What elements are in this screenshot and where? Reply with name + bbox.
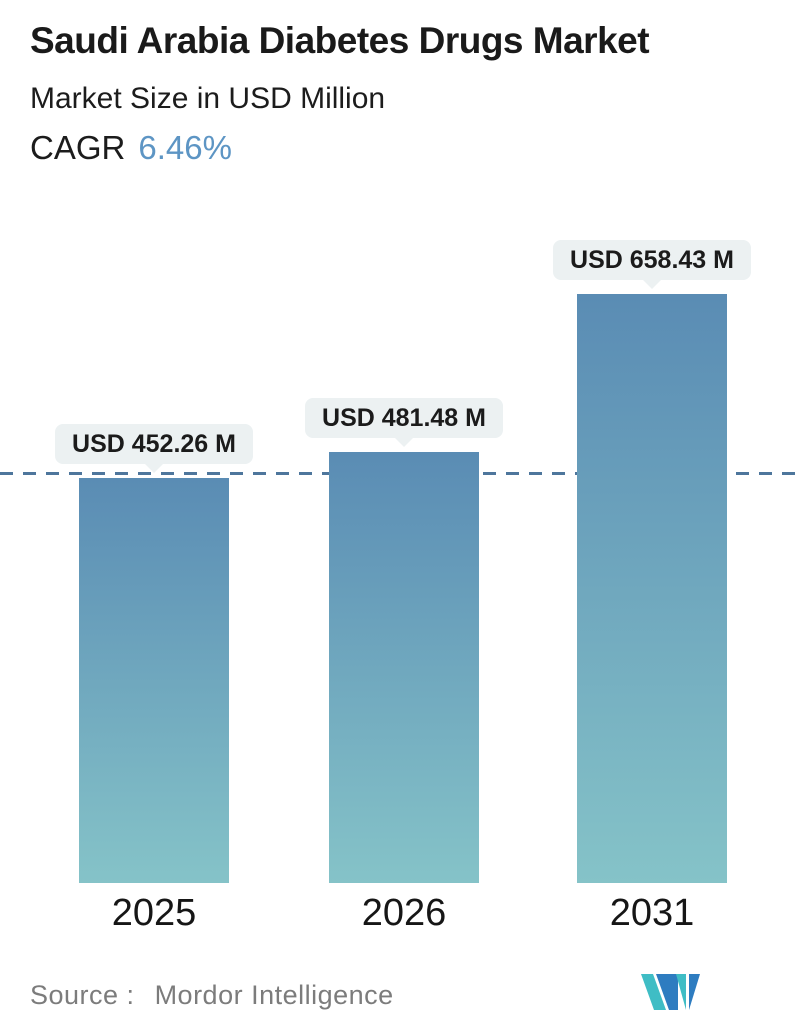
source-label: Source : [30,980,135,1010]
bar [577,294,727,883]
source-attribution: Source : Mordor Intelligence [30,980,394,1011]
logo-main-blue-band [656,974,678,1010]
page-title: Saudi Arabia Diabetes Drugs Market [30,20,650,61]
bar [79,478,229,883]
x-axis-label: 2025 [111,892,197,934]
cagr-line: CAGR 6.46% [30,129,232,167]
x-axis-label: 2026 [361,892,447,934]
source-name: Mordor Intelligence [154,980,394,1010]
logo-right-teal-triangle [676,974,686,1010]
bar-value-label: USD 658.43 M [553,240,751,280]
bar-value-label: USD 481.48 M [305,398,503,438]
x-axis-label: 2031 [609,892,695,934]
bar [329,452,479,883]
mordor-intelligence-logo [641,974,700,1010]
chart-subtitle: Market Size in USD Million [30,82,386,115]
logo-right-blue-triangle [689,974,700,1010]
bar-value-label: USD 452.26 M [55,424,253,464]
logo-left-teal-band [641,974,666,1010]
cagr-label: CAGR [30,129,126,166]
cagr-value: 6.46% [138,129,232,166]
